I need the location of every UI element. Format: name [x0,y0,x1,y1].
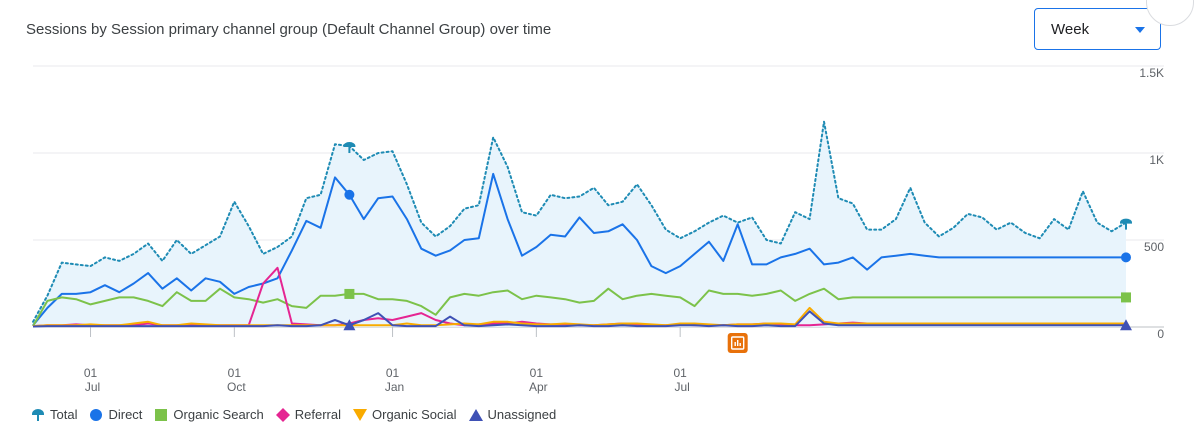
marker-organic_search [344,288,355,299]
legend-item-organic_social[interactable]: Organic Social [353,407,457,422]
x-tick-day: 01 [386,366,400,380]
legend-item-organic_search[interactable]: Organic Search [154,407,264,422]
x-tick-day: 01 [530,366,544,380]
legend-item-referral[interactable]: Referral [275,407,341,422]
x-tick-day: 01 [228,366,242,380]
x-tick-month: Oct [227,380,246,394]
pin-marker-icon [32,408,44,421]
period-select-value: Week [1051,21,1090,38]
caret-down-icon [1135,27,1145,33]
y-tick-label: 1K [1149,153,1164,167]
marker-total [1120,218,1132,230]
chart-legend: Total Direct Organic Search Referral Organic… [31,407,556,422]
legend-label: Direct [108,407,143,422]
legend-label: Organic Search [173,407,264,422]
x-tick-month: Apr [529,380,548,394]
legend-label: Organic Social [372,407,457,422]
pin-cap [1120,218,1132,224]
y-tick-label: 1.5K [1139,66,1164,80]
marker-direct [344,189,355,200]
marker-total [343,142,356,154]
legend-item-total[interactable]: Total [31,407,77,422]
x-tick-month: Jan [385,380,404,394]
legend-item-direct[interactable]: Direct [89,407,142,422]
series-line-direct [32,172,1126,326]
series-line-unassigned [32,310,1126,328]
series-line-total [32,120,1127,323]
y-tick-label: 500 [1144,240,1164,254]
marker-unassigned [1120,319,1132,331]
up-triangle-marker-icon [468,408,483,421]
diamond-marker-icon [275,407,290,422]
insight-chart-icon[interactable] [727,333,748,353]
x-tick-month: Jul [85,380,100,394]
marker-unassigned [343,319,356,331]
legend-item-unassigned[interactable]: Unassigned [468,407,557,422]
down-triangle-marker-icon [353,408,367,421]
marker-direct [1121,252,1131,263]
x-tick-day: 01 [84,366,98,380]
circle-marker-icon [90,408,103,421]
legend-label: Total [50,407,78,422]
square-marker-icon [155,408,168,421]
pin-cap [343,142,356,148]
card-title: Sessions by Session primary channel grou… [26,21,552,38]
series-line-organic_search [32,287,1126,327]
y-tick-label: 0 [1157,327,1164,341]
marker-organic_search [1121,292,1131,303]
period-select[interactable]: Week [1034,8,1161,50]
total-area-fill [33,121,1126,327]
x-tick-day: 01 [673,366,687,380]
x-tick-month: Jul [674,380,689,394]
legend-label: Unassigned [487,407,557,422]
insight-frame [730,336,745,350]
legend-label: Referral [294,407,341,422]
